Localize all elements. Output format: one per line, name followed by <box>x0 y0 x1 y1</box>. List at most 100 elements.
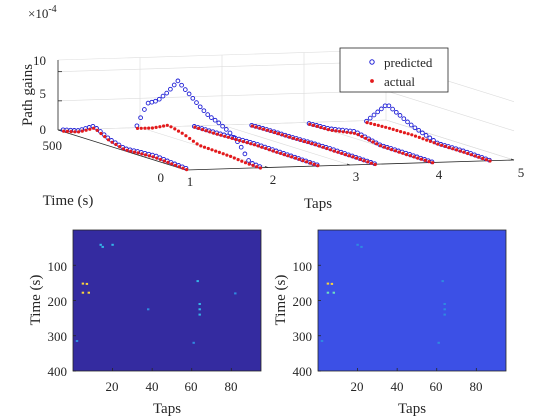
point-actual <box>412 155 416 159</box>
point-actual <box>106 138 110 142</box>
point-actual <box>165 123 169 127</box>
point-actual <box>371 140 375 144</box>
point-actual <box>347 154 351 158</box>
point-predicted <box>393 109 399 115</box>
point-actual <box>173 127 177 131</box>
taps-tick <box>510 158 515 161</box>
point-actual <box>473 154 477 158</box>
point-predicted <box>420 130 425 136</box>
point-actual <box>451 147 455 151</box>
point-actual <box>184 134 188 138</box>
point-actual <box>69 130 73 134</box>
point-predicted <box>220 123 225 129</box>
hm2-xtick-20: 20 <box>351 379 364 394</box>
hm2-ytick-400: 400 <box>293 364 313 379</box>
point-actual <box>84 128 88 132</box>
point-actual <box>427 160 431 164</box>
point-actual <box>330 128 334 132</box>
point-actual <box>432 141 436 145</box>
hm1-xtick-40: 40 <box>146 379 159 394</box>
point-predicted <box>145 100 151 106</box>
heatmap-hotspot <box>198 308 201 311</box>
point-actual <box>440 143 444 147</box>
heatmap-hotspot <box>443 313 446 316</box>
grid-top-line <box>57 49 387 61</box>
point-actual <box>240 159 244 163</box>
point-actual <box>378 144 383 148</box>
point-actual <box>373 122 377 127</box>
point-predicted <box>179 82 184 88</box>
point-actual <box>458 149 462 153</box>
z-exponent-label: ×10-4 <box>28 4 57 21</box>
point-predicted <box>142 107 147 112</box>
taps-tick-label-1: 1 <box>187 174 194 189</box>
point-actual <box>317 144 321 148</box>
point-predicted <box>416 127 422 133</box>
point-actual <box>193 125 197 129</box>
time-tick-label-0: 0 <box>158 170 165 185</box>
point-actual <box>315 124 319 128</box>
point-actual <box>229 154 233 158</box>
point-actual <box>345 130 349 134</box>
point-actual <box>408 154 412 158</box>
hm1-ylabel: Time (s) <box>28 275 44 326</box>
hm1-xtick-20: 20 <box>106 379 119 394</box>
point-actual <box>129 149 133 153</box>
point-actual <box>326 128 330 132</box>
point-actual <box>73 130 77 134</box>
point-actual <box>264 146 268 150</box>
point-predicted <box>194 100 199 105</box>
point-actual <box>358 157 362 161</box>
heatmap-hotspot <box>443 308 446 311</box>
point-actual <box>191 139 195 143</box>
point-actual <box>214 149 218 153</box>
point-actual <box>238 138 242 143</box>
heatmap-hotspot <box>441 280 444 283</box>
point-actual <box>328 148 333 152</box>
point-actual <box>341 130 345 134</box>
point-actual <box>431 161 435 165</box>
point-actual <box>245 141 249 145</box>
point-actual <box>387 126 392 130</box>
point-actual <box>336 150 340 154</box>
heatmap-predicted: 100 200 300 400 20 40 60 80 Taps Time (s… <box>273 229 507 417</box>
heatmap-hotspot <box>330 282 334 285</box>
point-actual <box>132 150 137 154</box>
point-actual <box>249 142 253 146</box>
grid-tap-floor-line <box>385 119 515 161</box>
point-actual <box>265 128 269 132</box>
point-actual <box>158 157 163 162</box>
point-actual <box>271 149 275 153</box>
point-actual <box>410 133 414 137</box>
point-actual <box>293 156 298 160</box>
point-predicted <box>153 98 158 104</box>
taps-tick-label-2: 2 <box>270 172 277 187</box>
point-actual <box>62 129 66 133</box>
point-actual <box>282 153 286 157</box>
point-actual <box>177 165 181 169</box>
point-actual <box>393 149 397 153</box>
point-actual <box>360 134 364 139</box>
point-predicted <box>379 106 384 112</box>
time-tick-label-500: 500 <box>43 138 63 153</box>
point-actual <box>225 153 229 157</box>
point-actual <box>297 157 301 161</box>
point-predicted <box>201 108 207 114</box>
point-actual <box>162 159 166 163</box>
point-actual <box>352 131 356 135</box>
point-predicted <box>371 112 377 118</box>
point-actual <box>447 146 451 150</box>
point-actual <box>314 143 318 147</box>
point-actual <box>173 163 177 167</box>
path-gains-3d-plot: ×10-4 10 5 0 500 0 1 2 3 4 5 Path gains … <box>20 4 524 212</box>
point-actual <box>419 157 423 161</box>
point-actual <box>210 148 214 152</box>
z-axis-label: Path gains <box>20 64 36 126</box>
point-actual <box>77 130 81 134</box>
point-predicted <box>386 103 392 109</box>
point-actual <box>416 156 420 160</box>
point-predicted <box>423 133 429 138</box>
point-predicted <box>367 115 373 121</box>
scatter-points <box>60 78 492 172</box>
